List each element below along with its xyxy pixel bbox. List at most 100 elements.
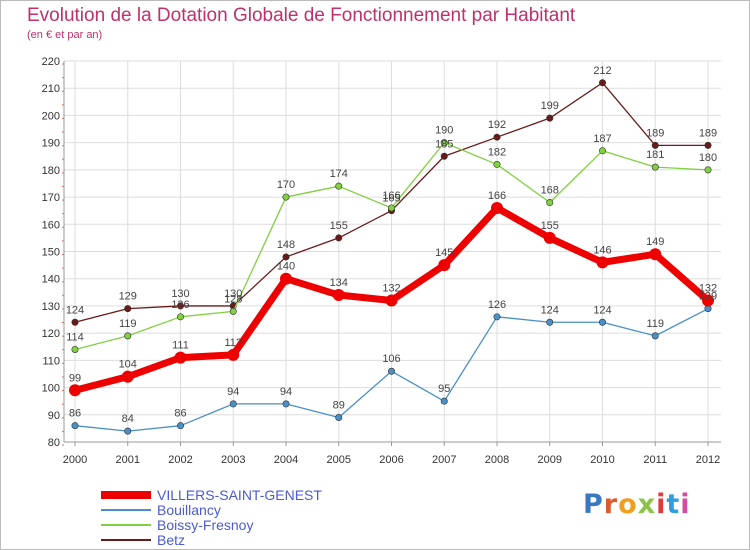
y-tick-label: 210 bbox=[42, 83, 60, 95]
logo-letter: o bbox=[618, 489, 638, 520]
data-label-boissy-fresnoy: 126 bbox=[171, 299, 189, 311]
legend-swatch-bouillancy bbox=[101, 509, 151, 511]
data-point-villers-saint-genest bbox=[543, 231, 556, 244]
data-point-bouillancy bbox=[493, 313, 501, 321]
data-point-boissy-fresnoy bbox=[704, 166, 712, 174]
data-label-villers-saint-genest: 132 bbox=[382, 282, 400, 294]
data-label-villers-saint-genest: 166 bbox=[488, 190, 506, 202]
x-tick-label: 2003 bbox=[221, 454, 245, 466]
data-point-betz bbox=[704, 141, 712, 149]
data-point-betz bbox=[440, 152, 448, 160]
y-tick-label: 170 bbox=[42, 192, 60, 204]
y-tick-label: 80 bbox=[48, 437, 60, 449]
data-point-villers-saint-genest bbox=[702, 294, 714, 307]
x-tick-label: 2005 bbox=[327, 454, 351, 466]
legend-item-bouillancy: Bouillancy bbox=[101, 502, 221, 518]
data-label-betz: 199 bbox=[541, 100, 559, 112]
data-label-betz: 129 bbox=[119, 291, 137, 303]
data-point-bouillancy bbox=[282, 400, 290, 408]
logo-letter: t bbox=[666, 489, 681, 520]
data-label-bouillancy: 129 bbox=[699, 291, 717, 303]
data-point-bouillancy bbox=[177, 422, 185, 430]
data-label-villers-saint-genest: 149 bbox=[646, 236, 664, 248]
data-point-bouillancy bbox=[387, 367, 395, 375]
data-point-bouillancy bbox=[440, 397, 448, 405]
y-tick-label: 190 bbox=[42, 138, 60, 150]
data-label-bouillancy: 126 bbox=[488, 299, 506, 311]
data-point-boissy-fresnoy bbox=[387, 204, 395, 212]
y-tick-label: 130 bbox=[42, 301, 60, 313]
data-point-villers-saint-genest bbox=[280, 272, 292, 285]
data-label-boissy-fresnoy: 182 bbox=[488, 146, 506, 158]
data-point-betz bbox=[335, 234, 343, 242]
data-point-boissy-fresnoy bbox=[335, 182, 343, 190]
data-label-betz: 124 bbox=[66, 304, 84, 316]
data-point-villers-saint-genest bbox=[491, 201, 503, 214]
x-tick-label: 2000 bbox=[63, 454, 87, 466]
data-label-betz: 130 bbox=[224, 288, 242, 300]
data-label-villers-saint-genest: 145 bbox=[435, 247, 453, 259]
data-point-betz bbox=[177, 302, 185, 310]
data-point-betz bbox=[124, 305, 132, 313]
data-label-villers-saint-genest: 112 bbox=[224, 337, 242, 349]
data-label-bouillancy: 124 bbox=[593, 304, 611, 316]
legend-item-betz: Betz bbox=[101, 532, 185, 548]
proxiti-logo: Proxiti bbox=[583, 489, 691, 520]
legend-label-bouillancy: Bouillancy bbox=[157, 502, 221, 518]
x-tick-label: 2009 bbox=[538, 454, 562, 466]
logo-letter: i bbox=[656, 489, 667, 520]
data-point-bouillancy bbox=[229, 400, 237, 408]
legend-label-boissy-fresnoy: Boissy-Fresnoy bbox=[157, 517, 254, 533]
data-label-boissy-fresnoy: 187 bbox=[593, 133, 611, 145]
data-label-bouillancy: 124 bbox=[541, 304, 559, 316]
y-tick-label: 100 bbox=[42, 383, 60, 395]
x-tick-label: 2010 bbox=[590, 454, 614, 466]
data-point-boissy-fresnoy bbox=[546, 199, 554, 207]
y-tick-label: 140 bbox=[42, 274, 60, 286]
chart-title: Evolution de la Dotation Globale de Fonc… bbox=[27, 5, 576, 26]
data-label-villers-saint-genest: 132 bbox=[699, 282, 717, 294]
logo-letter: P bbox=[583, 489, 604, 520]
data-point-betz bbox=[493, 133, 501, 141]
data-point-boissy-fresnoy bbox=[493, 160, 501, 168]
data-label-boissy-fresnoy: 168 bbox=[541, 185, 559, 197]
data-label-boissy-fresnoy: 174 bbox=[330, 168, 348, 180]
data-point-villers-saint-genest bbox=[596, 256, 609, 269]
data-point-bouillancy bbox=[546, 318, 554, 326]
data-point-bouillancy bbox=[335, 414, 343, 422]
data-label-bouillancy: 106 bbox=[382, 353, 400, 365]
data-point-boissy-fresnoy bbox=[440, 139, 448, 147]
data-label-boissy-fresnoy: 114 bbox=[66, 331, 84, 343]
data-point-villers-saint-genest bbox=[121, 370, 134, 383]
data-label-villers-saint-genest: 111 bbox=[172, 340, 189, 352]
data-point-boissy-fresnoy bbox=[598, 147, 606, 155]
data-point-boissy-fresnoy bbox=[282, 193, 290, 201]
data-point-villers-saint-genest bbox=[227, 348, 240, 361]
data-label-bouillancy: 89 bbox=[333, 400, 345, 412]
data-point-betz bbox=[282, 253, 290, 261]
data-label-bouillancy: 86 bbox=[69, 408, 81, 420]
data-label-boissy-fresnoy: 170 bbox=[277, 179, 295, 191]
data-label-boissy-fresnoy: 180 bbox=[699, 152, 717, 164]
data-point-betz bbox=[598, 79, 606, 87]
data-label-boissy-fresnoy: 181 bbox=[646, 149, 664, 161]
data-label-betz: 130 bbox=[171, 288, 189, 300]
data-label-bouillancy: 119 bbox=[646, 318, 664, 330]
legend-item-villers-saint-genest: VILLERS-SAINT-GENEST bbox=[101, 487, 322, 503]
legend-label-villers-saint-genest: VILLERS-SAINT-GENEST bbox=[157, 487, 322, 503]
data-label-bouillancy: 84 bbox=[122, 413, 134, 425]
y-tick-label: 150 bbox=[42, 247, 60, 259]
data-label-villers-saint-genest: 104 bbox=[119, 359, 137, 371]
data-point-villers-saint-genest bbox=[438, 259, 451, 272]
data-label-villers-saint-genest: 155 bbox=[541, 220, 559, 232]
y-tick-label: 120 bbox=[42, 328, 60, 340]
data-point-bouillancy bbox=[71, 422, 79, 430]
x-tick-label: 2008 bbox=[485, 454, 509, 466]
data-point-villers-saint-genest bbox=[649, 248, 662, 261]
legend-swatch-betz bbox=[101, 539, 151, 541]
y-tick-label: 110 bbox=[42, 355, 60, 367]
y-tick-label: 220 bbox=[42, 56, 60, 68]
data-point-boissy-fresnoy bbox=[177, 313, 185, 321]
logo-letter: x bbox=[637, 489, 657, 520]
